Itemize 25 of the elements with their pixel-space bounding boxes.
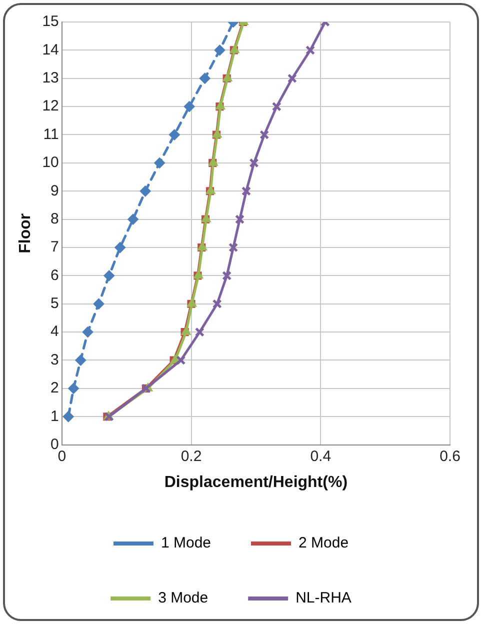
y-tick-label: 11 bbox=[43, 126, 59, 143]
x-tick-label: 0.2 bbox=[180, 448, 202, 465]
legend-label: 2 Mode bbox=[298, 534, 349, 552]
y-tick-label: 14 bbox=[42, 41, 59, 58]
x-axis-title: Displacement/Height(%) bbox=[164, 474, 348, 491]
x-tick-label: 0.6 bbox=[440, 448, 460, 465]
y-tick-label: 7 bbox=[50, 238, 59, 256]
y-tick-label: 9 bbox=[50, 182, 59, 200]
y-tick-label: 5 bbox=[50, 295, 59, 312]
y-tick-label: 10 bbox=[42, 154, 59, 172]
y-tick-label: 13 bbox=[42, 70, 59, 87]
y-tick-label: 15 bbox=[42, 13, 59, 30]
y-axis-title: Floor bbox=[17, 213, 34, 254]
y-tick-label: 8 bbox=[50, 210, 59, 228]
y-tick-label: 0 bbox=[50, 436, 59, 453]
y-tick-label: 6 bbox=[50, 266, 59, 284]
legend-label: 3 Mode bbox=[158, 590, 208, 607]
y-tick-label: 3 bbox=[50, 351, 59, 368]
legend-label: NL-RHA bbox=[296, 590, 352, 607]
y-tick-label: 2 bbox=[50, 380, 59, 397]
y-tick-label: 1 bbox=[50, 408, 59, 425]
legend-label: 1 Mode bbox=[160, 534, 212, 552]
y-tick-label: 12 bbox=[42, 98, 59, 115]
y-tick-label: 4 bbox=[50, 323, 59, 340]
x-tick-label: 0.4 bbox=[310, 448, 332, 465]
